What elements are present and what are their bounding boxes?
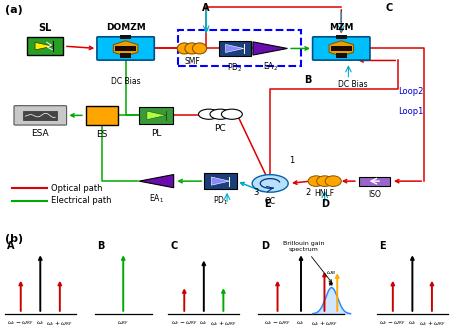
Text: SL: SL [38,23,52,33]
Text: PD$_2$: PD$_2$ [227,61,242,74]
Text: PL: PL [151,129,162,138]
Text: D: D [261,241,269,251]
Text: B: B [304,75,312,85]
Polygon shape [113,41,138,56]
FancyBboxPatch shape [139,107,173,124]
FancyBboxPatch shape [330,46,352,50]
Ellipse shape [177,43,191,54]
Text: C: C [385,3,392,13]
Text: SMF: SMF [184,56,200,65]
Text: $\omega_c+\omega_{RF}$: $\omega_c+\omega_{RF}$ [210,319,237,328]
Text: PC: PC [215,124,226,133]
Ellipse shape [317,176,333,187]
Text: $\omega_c+\omega_{RF}$: $\omega_c+\omega_{RF}$ [46,319,73,328]
FancyBboxPatch shape [120,53,131,57]
Polygon shape [253,42,287,55]
Text: Optical path: Optical path [51,184,103,193]
Text: 3: 3 [253,188,259,197]
Text: $\omega_c-\omega_{RF}$: $\omega_c-\omega_{RF}$ [8,319,34,327]
Ellipse shape [185,43,199,54]
Text: (a): (a) [5,5,22,15]
Text: Electrical path: Electrical path [51,196,112,205]
Polygon shape [35,42,53,50]
Polygon shape [139,175,173,188]
Text: E: E [264,199,271,209]
FancyBboxPatch shape [204,173,237,189]
Text: $\omega_c+\omega_{RF}$: $\omega_c+\omega_{RF}$ [311,319,338,328]
FancyBboxPatch shape [359,177,390,186]
Text: DOMZM: DOMZM [106,23,146,32]
Circle shape [199,109,219,119]
FancyBboxPatch shape [27,38,63,55]
Polygon shape [211,177,229,185]
Text: EA$_1$: EA$_1$ [149,193,164,205]
Text: D: D [321,199,328,209]
Text: C: C [171,241,178,251]
Text: 2: 2 [305,188,311,197]
Polygon shape [147,111,166,120]
Circle shape [221,109,242,119]
Circle shape [252,175,288,192]
Text: DC Bias: DC Bias [338,80,368,89]
Polygon shape [329,41,354,56]
Text: $\omega_B$: $\omega_B$ [326,269,336,277]
FancyBboxPatch shape [313,37,370,60]
Text: $\omega_c$: $\omega_c$ [296,319,306,327]
Circle shape [210,109,231,119]
Text: Loop2: Loop2 [398,87,424,96]
Text: Loop1: Loop1 [398,108,424,117]
Text: $\omega_c-\omega_{RF}$: $\omega_c-\omega_{RF}$ [380,319,406,327]
FancyBboxPatch shape [219,41,251,56]
FancyBboxPatch shape [120,35,131,39]
Text: EA$_2$: EA$_2$ [263,60,278,73]
Text: ISO: ISO [368,190,381,199]
FancyBboxPatch shape [97,37,155,60]
FancyBboxPatch shape [115,46,137,50]
Text: $\omega_c$: $\omega_c$ [199,319,209,327]
FancyBboxPatch shape [336,35,347,39]
FancyBboxPatch shape [23,111,57,120]
Text: 1: 1 [289,156,294,165]
Text: E: E [379,241,386,251]
Text: $\omega_c$: $\omega_c$ [36,319,45,327]
Text: PD$_1$: PD$_1$ [213,194,228,207]
FancyBboxPatch shape [336,53,347,57]
Text: Brillouin gain
spectrum: Brillouin gain spectrum [283,241,332,283]
Text: (b): (b) [5,234,23,244]
Text: MZM: MZM [329,23,354,32]
Text: $\omega_c$: $\omega_c$ [408,319,417,327]
Ellipse shape [192,43,207,54]
Text: $\omega_c-\omega_{RF}$: $\omega_c-\omega_{RF}$ [264,319,291,327]
Text: DC Bias: DC Bias [111,77,140,86]
Text: $\omega_c-\omega_{RF}$: $\omega_c-\omega_{RF}$ [171,319,198,327]
Text: HNLF: HNLF [315,189,335,198]
Text: OC: OC [264,197,276,206]
FancyBboxPatch shape [86,106,118,125]
Polygon shape [226,44,244,52]
Ellipse shape [308,176,324,187]
Text: ESA: ESA [31,129,49,138]
Text: $\omega_{RF}$: $\omega_{RF}$ [117,319,129,327]
Text: A: A [7,241,15,251]
Text: $\omega_c+\omega_{RF}$: $\omega_c+\omega_{RF}$ [419,319,445,328]
Text: A: A [202,3,210,13]
FancyBboxPatch shape [14,106,66,125]
Text: ES: ES [96,130,108,139]
Text: B: B [97,241,105,251]
Ellipse shape [325,176,341,187]
